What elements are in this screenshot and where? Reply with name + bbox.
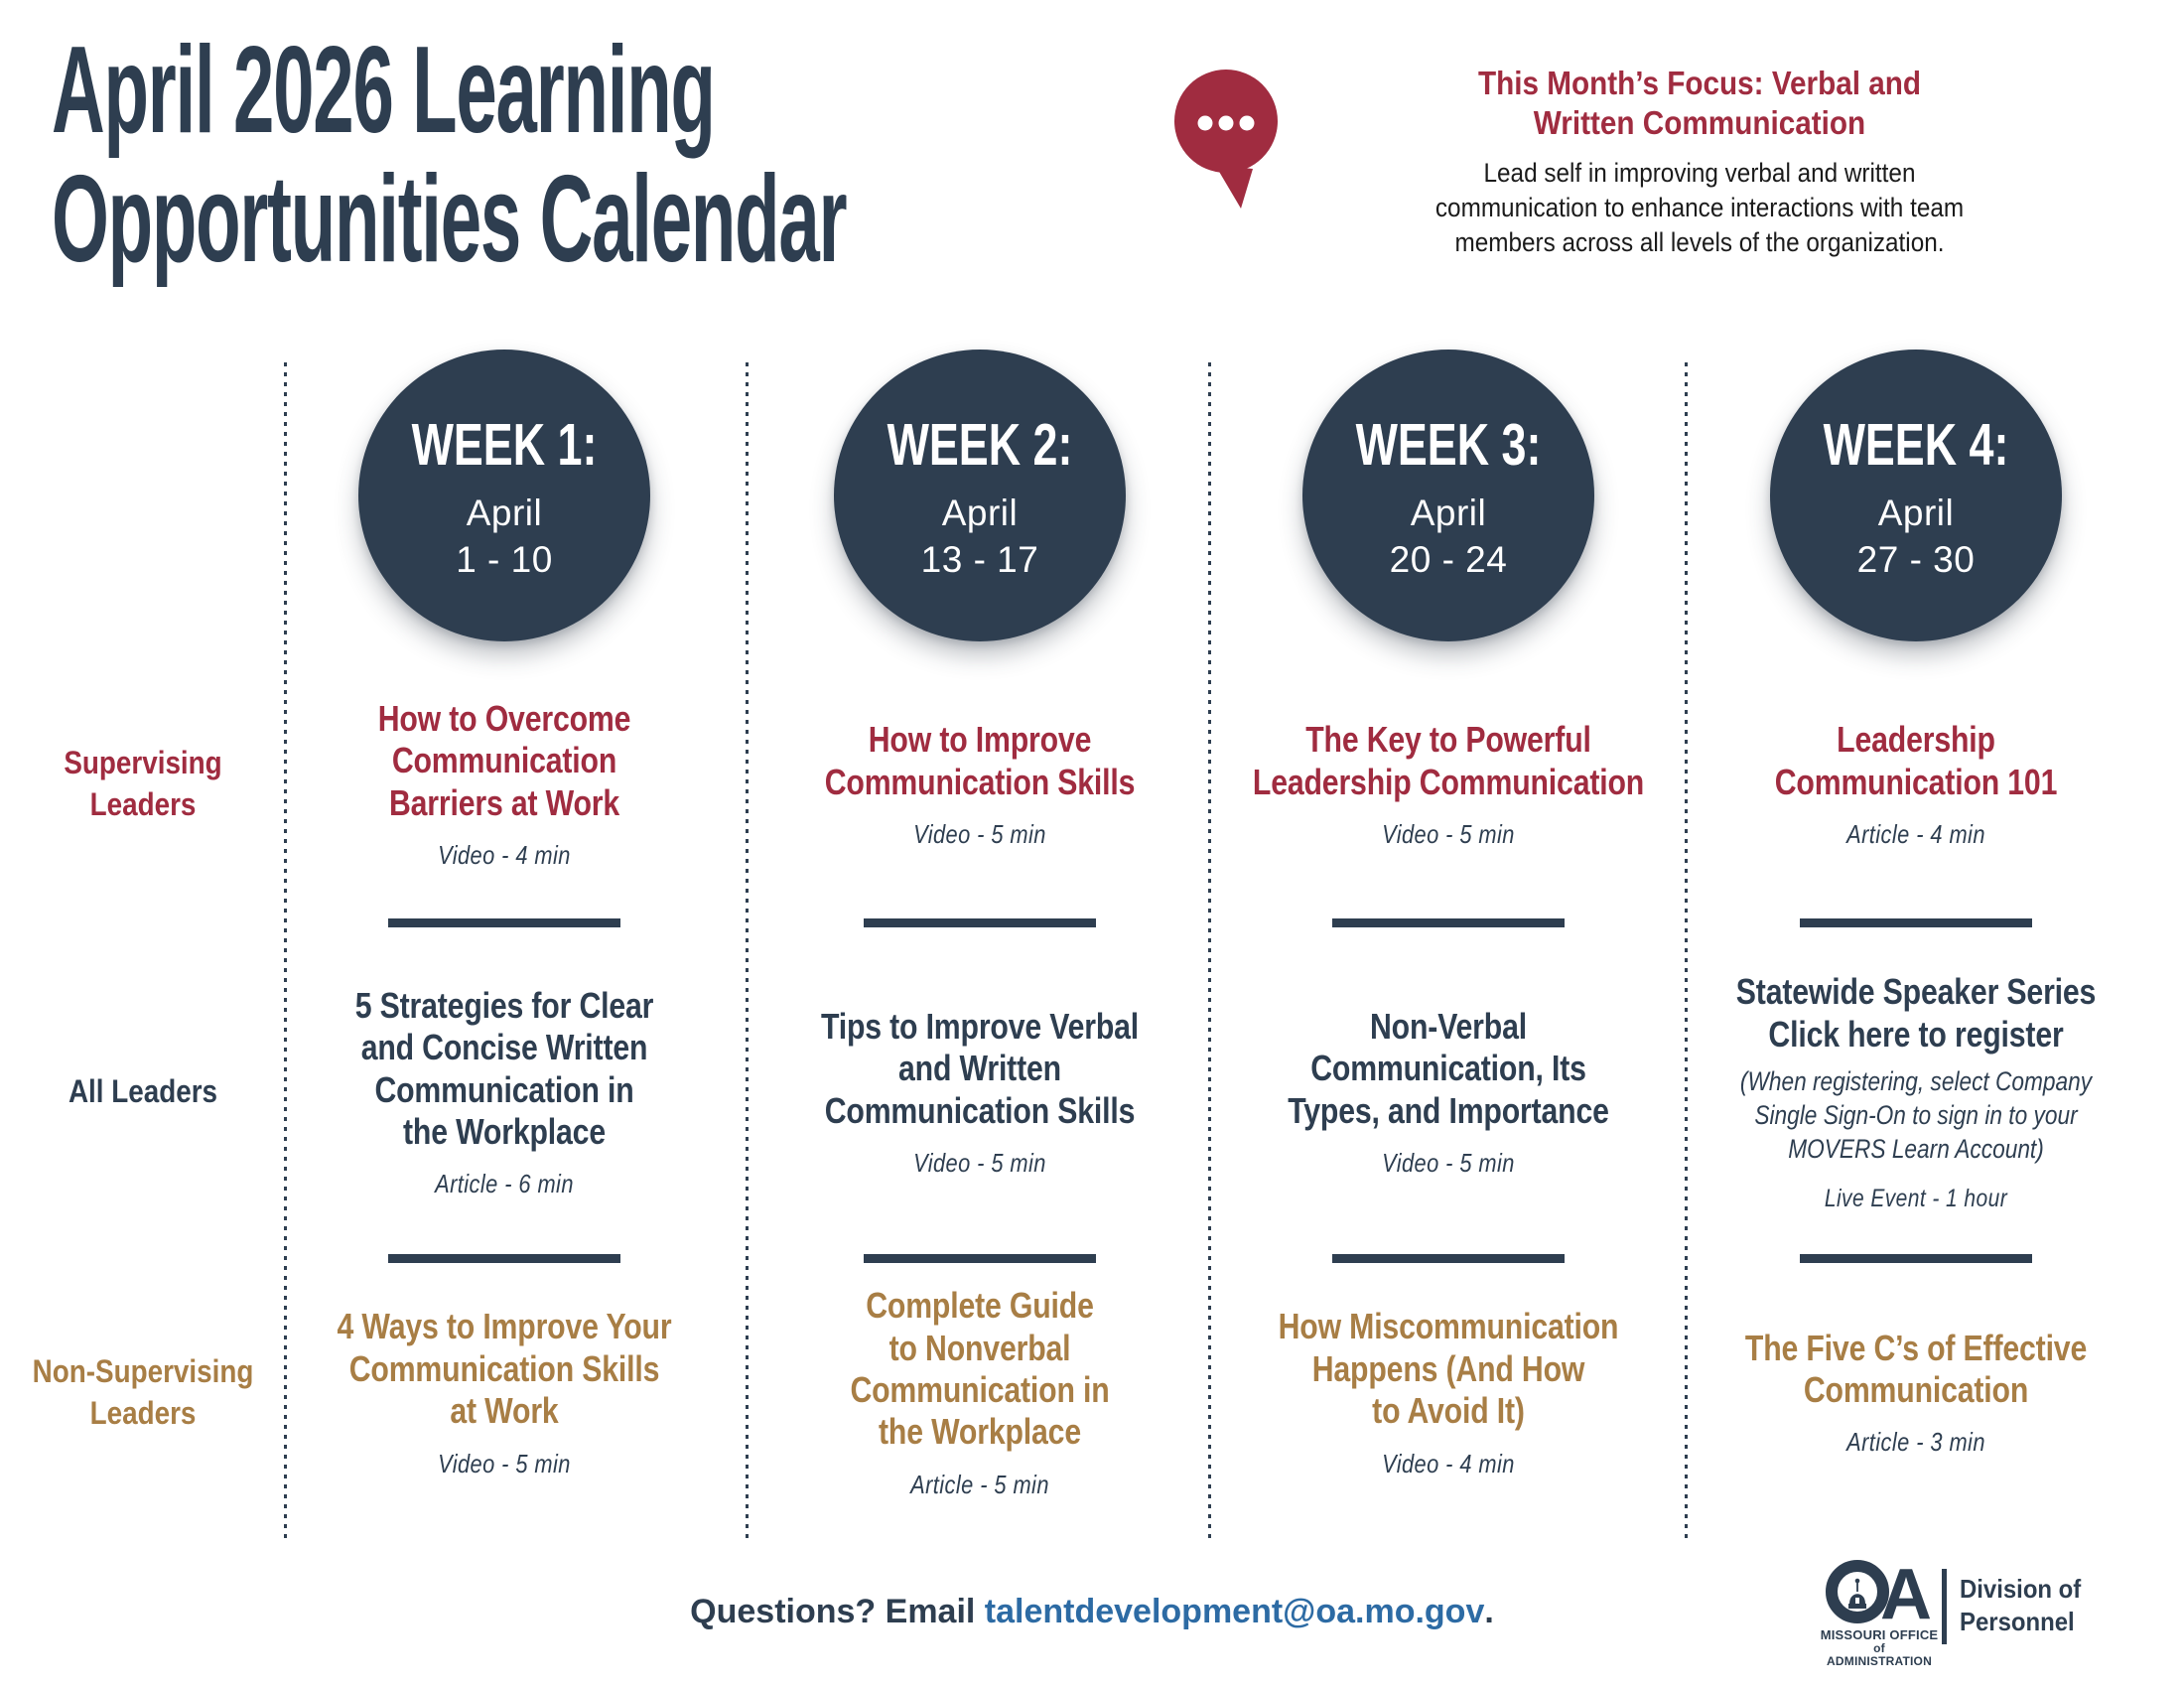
speech-bubble-icon bbox=[1174, 70, 1278, 209]
course-title: How to Improve Communication Skills bbox=[824, 719, 1136, 802]
registration-note: (When registering, select Company Single… bbox=[1739, 1066, 2093, 1164]
cell-all-leaders-week1: 5 Strategies for Clear and Concise Writt… bbox=[271, 973, 738, 1211]
division-line1: Division of bbox=[1960, 1574, 2082, 1604]
course-meta: Video - 5 min bbox=[913, 1148, 1046, 1179]
cell-non-supervising-week4: The Five C’s of Effective Communication … bbox=[1683, 1281, 2149, 1504]
week-4-dates: 27 - 30 bbox=[1856, 538, 1976, 580]
row-label-all-leaders: All Leaders bbox=[68, 1073, 218, 1110]
course-title: 4 Ways to Improve Your Communication Ski… bbox=[337, 1306, 672, 1432]
column-separator-4 bbox=[1685, 362, 1688, 1539]
oa-org-name: MISSOURI OFFICE of ADMINISTRATION bbox=[1820, 1627, 1939, 1669]
course-title: How to Overcome Communication Barriers a… bbox=[377, 697, 631, 823]
speaker-series-register-link[interactable]: Statewide Speaker Series Click here to r… bbox=[1735, 971, 2097, 1055]
column-separator-1 bbox=[284, 362, 287, 1539]
footer-prompt: Questions? Email bbox=[690, 1593, 985, 1630]
week-3-dates: 20 - 24 bbox=[1389, 538, 1508, 580]
week-3-month: April bbox=[1410, 492, 1487, 533]
course-title: 5 Strategies for Clear and Concise Writt… bbox=[354, 984, 654, 1152]
week-4-month: April bbox=[1877, 492, 1955, 533]
page-title-line2: Opportunities Calendar bbox=[52, 151, 848, 289]
row-divider bbox=[1332, 918, 1565, 927]
oa-logo-icon: A bbox=[1826, 1557, 1932, 1630]
cell-supervising-week2: How to Improve Communication Skills Vide… bbox=[747, 685, 1213, 884]
course-title: The Key to Powerful Leadership Communica… bbox=[1252, 719, 1645, 802]
logo-divider-bar bbox=[1942, 1569, 1947, 1644]
cell-all-leaders-week2: Tips to Improve Verbal and Written Commu… bbox=[747, 973, 1213, 1211]
course-meta: Video - 5 min bbox=[1382, 818, 1515, 849]
course-title: Tips to Improve Verbal and Written Commu… bbox=[820, 1005, 1140, 1131]
course-title: Complete Guide to Nonverbal Communicatio… bbox=[850, 1285, 1110, 1453]
week-2-dates: 13 - 17 bbox=[920, 538, 1039, 580]
course-meta: Article - 4 min bbox=[1846, 818, 1985, 849]
course-title: The Five C’s of Effective Communication bbox=[1744, 1327, 2088, 1410]
monthly-focus-block: This Month’s Focus: Verbal and Written C… bbox=[1405, 64, 1994, 260]
monthly-focus-body: Lead self in improving verbal and writte… bbox=[1434, 158, 1965, 258]
course-meta: Video - 4 min bbox=[1382, 1448, 1515, 1478]
course-title: Leadership Communication 101 bbox=[1774, 719, 2058, 802]
oa-org-line1: MISSOURI OFFICE bbox=[1820, 1627, 1939, 1642]
week-1-heading: WEEK 1: bbox=[411, 412, 598, 478]
week-1-dates: 1 - 10 bbox=[456, 538, 553, 580]
cell-supervising-week1: How to Overcome Communication Barriers a… bbox=[271, 685, 738, 884]
row-label-supervising-leaders: Supervising Leaders bbox=[64, 745, 222, 822]
week-2-circle: WEEK 2: April 13 - 17 bbox=[834, 350, 1126, 641]
oa-org-line2: of ADMINISTRATION bbox=[1827, 1641, 1932, 1669]
week-2-heading: WEEK 2: bbox=[887, 412, 1073, 478]
row-divider bbox=[1800, 1254, 2032, 1263]
page-title: April 2026 Learning Opportunities Calend… bbox=[52, 22, 848, 289]
cell-all-leaders-week4: Statewide Speaker Series Click here to r… bbox=[1683, 971, 2149, 1212]
cell-all-leaders-week3: Non-Verbal Communication, Its Types, and… bbox=[1215, 973, 1682, 1211]
course-title: Non-Verbal Communication, Its Types, and… bbox=[1288, 1005, 1609, 1131]
week-3-circle: WEEK 3: April 20 - 24 bbox=[1302, 350, 1594, 641]
cell-supervising-week3: The Key to Powerful Leadership Communica… bbox=[1215, 685, 1682, 884]
course-meta: Live Event - 1 hour bbox=[1824, 1184, 2008, 1212]
column-separator-3 bbox=[1208, 362, 1211, 1539]
cell-non-supervising-week2: Complete Guide to Nonverbal Communicatio… bbox=[747, 1281, 1213, 1504]
week-2-month: April bbox=[941, 492, 1019, 533]
division-of-personnel: Division of Personnel bbox=[1960, 1575, 2081, 1639]
footer-question: Questions? Email talentdevelopment@oa.mo… bbox=[0, 1593, 2184, 1631]
oa-letter-a: A bbox=[1880, 1557, 1932, 1630]
row-label-non-supervising-leaders: Non-Supervising Leaders bbox=[32, 1352, 254, 1431]
footer-suffix: . bbox=[1484, 1593, 1494, 1630]
division-line2: Personnel bbox=[1960, 1606, 2075, 1636]
week-4-circle: WEEK 4: April 27 - 30 bbox=[1770, 350, 2062, 641]
page-title-line1: April 2026 Learning bbox=[52, 22, 716, 159]
row-divider bbox=[864, 1254, 1096, 1263]
course-title: How Miscommunication Happens (And How to… bbox=[1278, 1306, 1619, 1432]
cell-non-supervising-week1: 4 Ways to Improve Your Communication Ski… bbox=[271, 1281, 738, 1504]
row-divider bbox=[388, 1254, 620, 1263]
row-divider bbox=[1800, 918, 2032, 927]
row-divider bbox=[1332, 1254, 1565, 1263]
course-meta: Video - 5 min bbox=[1382, 1148, 1515, 1179]
week-1-month: April bbox=[466, 492, 543, 533]
row-divider bbox=[388, 918, 620, 927]
cell-supervising-week4: Leadership Communication 101 Article - 4… bbox=[1683, 685, 2149, 884]
monthly-focus-heading: This Month’s Focus: Verbal and Written C… bbox=[1477, 65, 1922, 141]
course-meta: Article - 5 min bbox=[910, 1469, 1049, 1499]
course-meta: Video - 5 min bbox=[438, 1448, 571, 1478]
column-separator-2 bbox=[746, 362, 749, 1539]
cell-non-supervising-week3: How Miscommunication Happens (And How to… bbox=[1215, 1281, 1682, 1504]
course-meta: Video - 4 min bbox=[438, 840, 571, 871]
course-meta: Video - 5 min bbox=[913, 818, 1046, 849]
course-meta: Article - 6 min bbox=[435, 1169, 574, 1199]
week-4-heading: WEEK 4: bbox=[1823, 412, 2009, 478]
row-divider bbox=[864, 918, 1096, 927]
week-3-heading: WEEK 3: bbox=[1355, 412, 1542, 478]
talent-development-email-link[interactable]: talentdevelopment@oa.mo.gov bbox=[984, 1593, 1485, 1630]
course-meta: Article - 3 min bbox=[1846, 1427, 1985, 1458]
week-1-circle: WEEK 1: April 1 - 10 bbox=[358, 350, 650, 641]
